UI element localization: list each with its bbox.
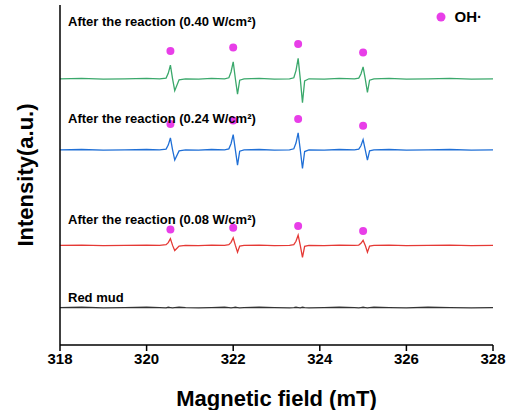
html-text:After the reaction (0.40 W/cm²: After the reaction (0.40 W/cm²) [68,14,256,29]
svg-text:328: 328 [480,350,502,367]
svg-text:324: 324 [307,350,333,367]
html-text:OH·: OH· [454,8,482,25]
svg-text:318: 318 [47,350,72,367]
svg-text:322: 322 [221,350,246,367]
svg-text:326: 326 [394,350,419,367]
html-text:Red mud: Red mud [68,290,124,305]
html-text:After the reaction (0.08 W/cm²: After the reaction (0.08 W/cm²) [68,212,256,227]
html-text:Intensity(a.u.): Intensity(a.u.) [13,103,38,247]
svg-text:Magnetic field (mT): Magnetic field (mT) [176,386,376,410]
svg-text:320: 320 [134,350,159,367]
html-text:After the reaction (0.24 W/cm²: After the reaction (0.24 W/cm²) [68,111,256,126]
